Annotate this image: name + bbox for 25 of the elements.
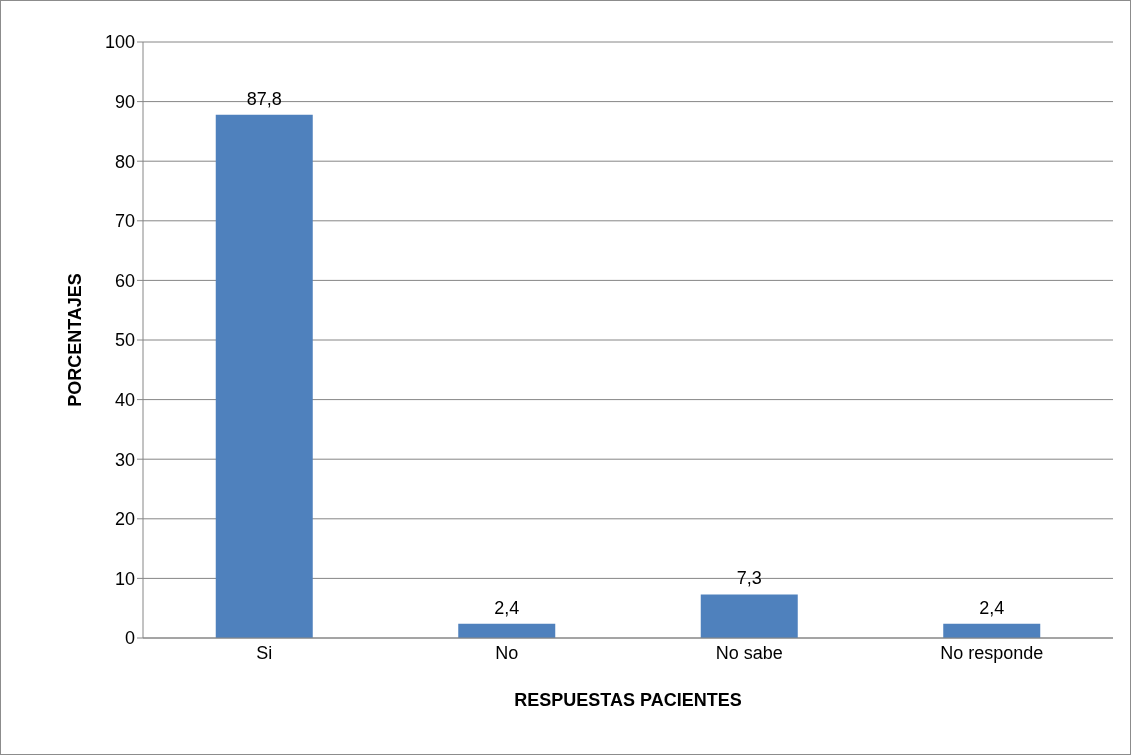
y-tick-label: 40 [114, 389, 135, 410]
bar [215, 114, 313, 638]
y-tick-label: 30 [114, 449, 135, 470]
y-axis-title: PORCENTAJES [65, 273, 86, 407]
data-label: 7,3 [736, 568, 762, 589]
y-tick-label: 50 [114, 330, 135, 351]
x-tick-label: No [495, 642, 519, 663]
data-label: 87,8 [246, 88, 282, 109]
y-tick-label: 70 [114, 211, 135, 232]
x-tick-label: No sabe [715, 642, 783, 663]
bar [458, 623, 556, 638]
y-tick-label: 60 [114, 270, 135, 291]
y-tick-label: 10 [114, 568, 135, 589]
y-tick-label: 100 [104, 32, 135, 53]
y-tick-label: 0 [124, 628, 135, 649]
data-label: 2,4 [979, 597, 1005, 618]
x-tick-label: No responde [940, 642, 1044, 663]
bar [943, 623, 1041, 638]
y-tick-label: 80 [114, 151, 135, 172]
x-axis-title: RESPUESTAS PACIENTES [514, 690, 742, 710]
y-tick-label: 90 [114, 91, 135, 112]
data-label: 2,4 [494, 597, 520, 618]
bar [700, 594, 798, 638]
y-tick-label: 20 [114, 509, 135, 530]
x-tick-label: Si [256, 642, 273, 663]
